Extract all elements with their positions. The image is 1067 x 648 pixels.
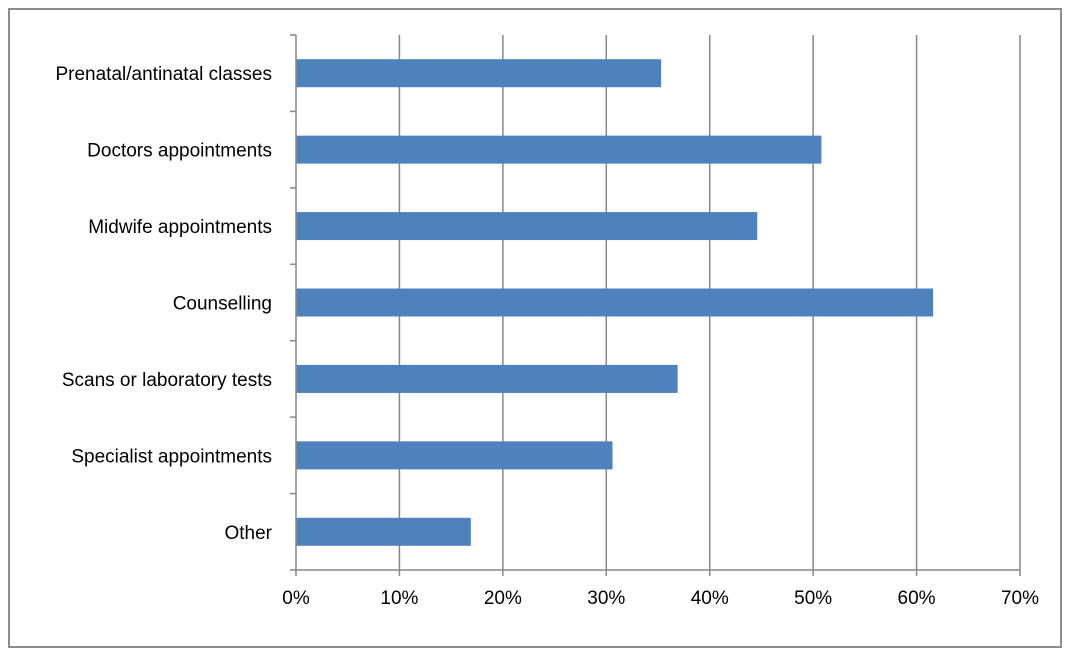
horizontal-bar-chart: Prenatal/antinatal classes Doctors appoin… bbox=[55, 34, 1039, 609]
category-label: Counselling bbox=[173, 294, 272, 315]
category-label: Prenatal/antinatal classes bbox=[55, 64, 272, 85]
bar bbox=[296, 517, 471, 546]
bar bbox=[296, 441, 613, 470]
bars bbox=[296, 59, 934, 546]
bar bbox=[296, 364, 678, 393]
axes bbox=[290, 34, 1021, 576]
x-tick-label: 10% bbox=[380, 588, 418, 609]
x-tick-label: 50% bbox=[794, 588, 832, 609]
category-label: Scans or laboratory tests bbox=[62, 370, 272, 391]
chart-frame bbox=[8, 8, 1062, 648]
category-label: Specialist appointments bbox=[71, 446, 272, 467]
category-label: Midwife appointments bbox=[88, 217, 272, 238]
x-tick-label: 60% bbox=[898, 588, 936, 609]
bar bbox=[296, 212, 758, 241]
category-label: Doctors appointments bbox=[87, 141, 272, 162]
x-tick-labels: 0% 10% 20% 30% 40% 50% 60% 70% bbox=[282, 588, 1039, 609]
category-label: Other bbox=[224, 523, 272, 544]
x-tick-label: 70% bbox=[1001, 588, 1039, 609]
bar bbox=[296, 288, 934, 317]
x-tick-label: 0% bbox=[282, 588, 310, 609]
category-labels: Prenatal/antinatal classes Doctors appoin… bbox=[55, 64, 272, 544]
bar bbox=[296, 135, 822, 164]
x-tick-label: 20% bbox=[484, 588, 522, 609]
bar bbox=[296, 59, 662, 88]
x-tick-label: 30% bbox=[587, 588, 625, 609]
x-tick-label: 40% bbox=[691, 588, 729, 609]
